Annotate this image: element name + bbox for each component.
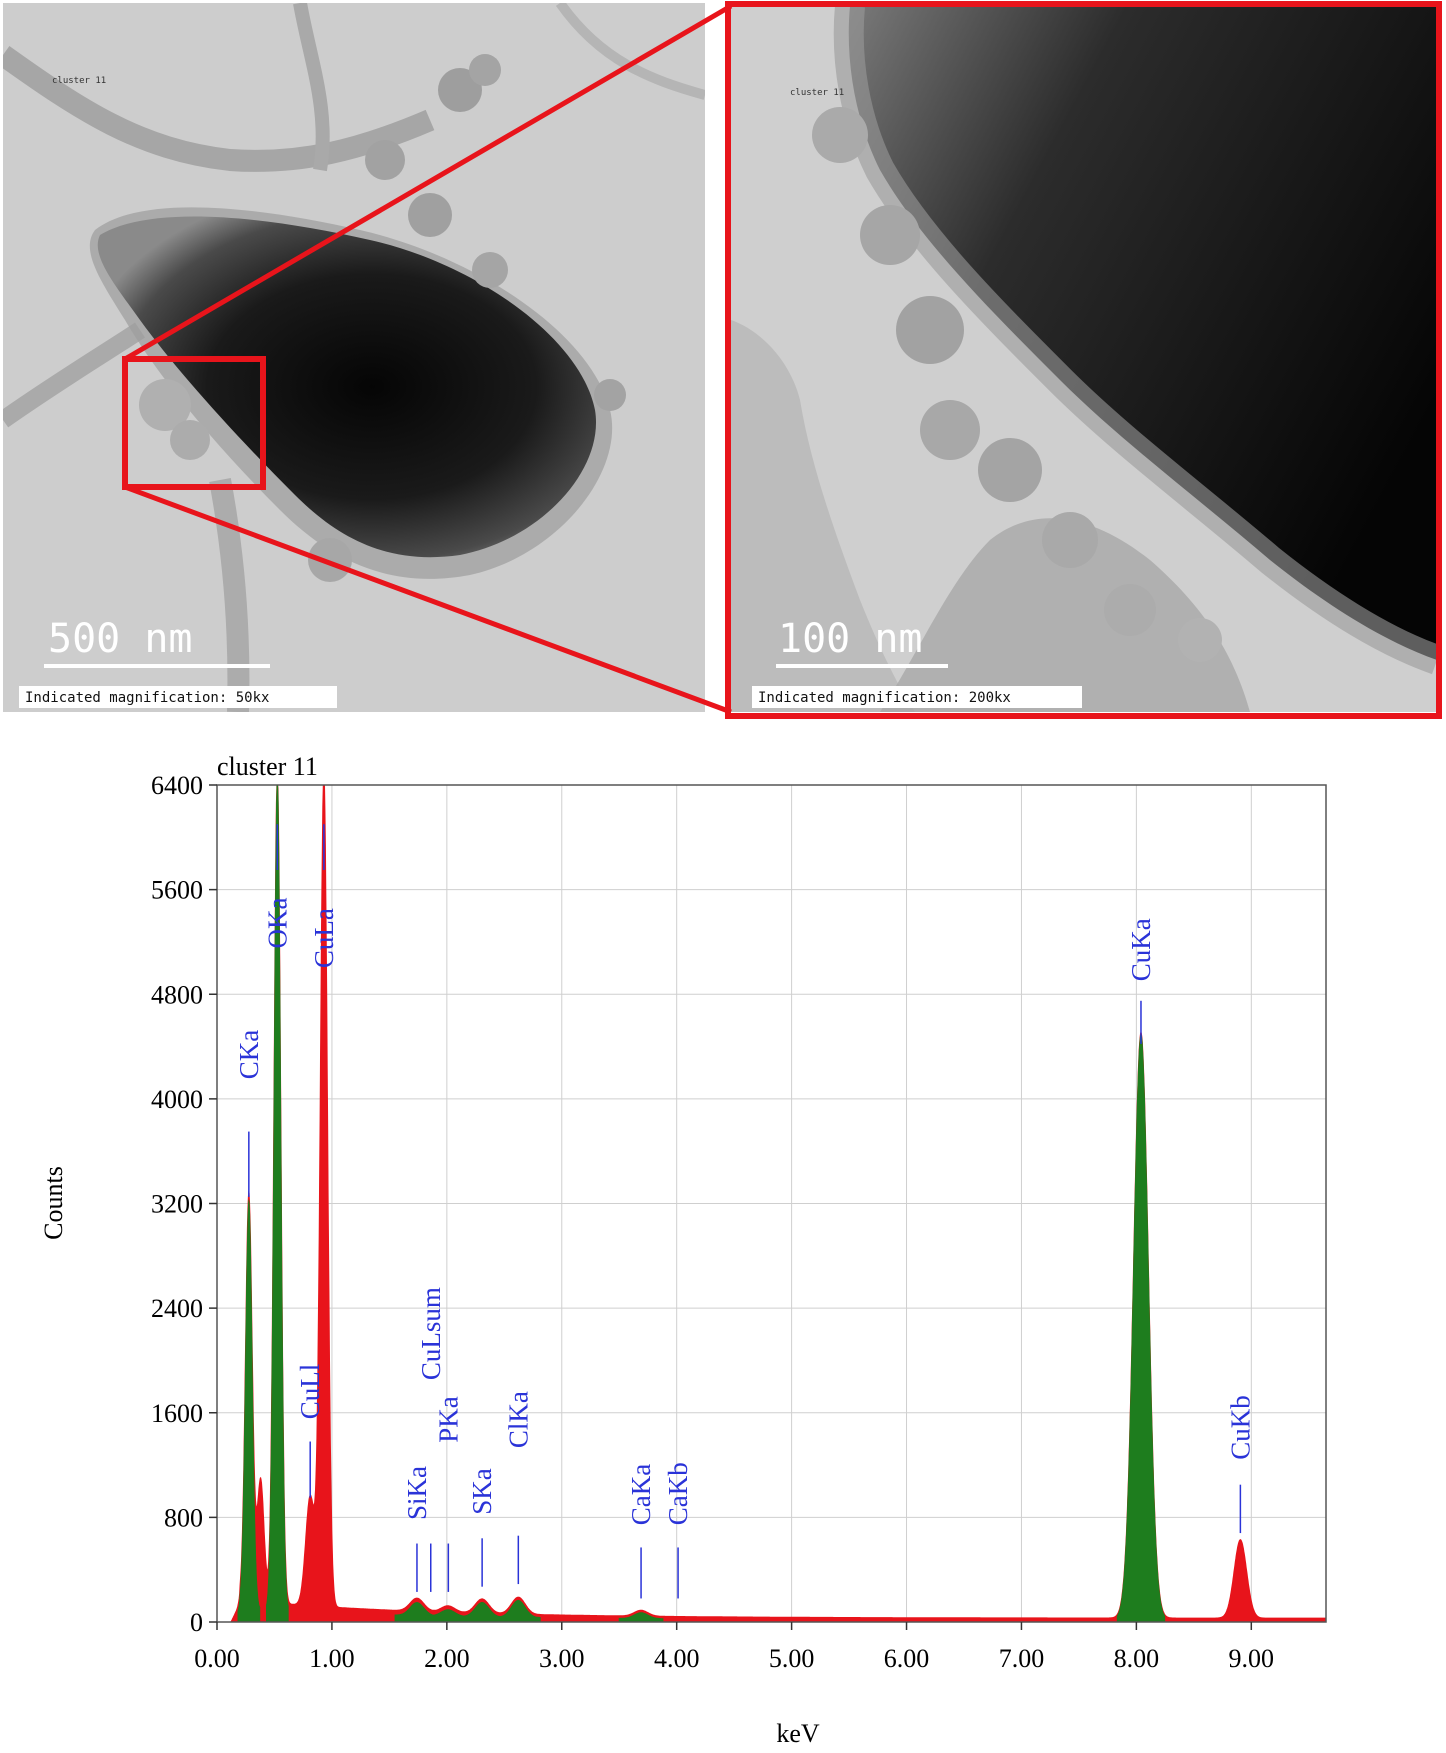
peak-label-SKa: SKa — [467, 1468, 497, 1515]
aggregate — [472, 252, 508, 288]
magnification-left-box — [19, 686, 337, 708]
y-tick-label: 5600 — [151, 876, 203, 905]
y-tick-label: 4800 — [151, 980, 203, 1009]
y-tick-label: 4000 — [151, 1085, 203, 1114]
chart-title: cluster 11 — [217, 752, 318, 781]
zoom-frame — [725, 1, 1442, 719]
x-tick-label: 9.00 — [1229, 1644, 1275, 1673]
y-tick-label: 0 — [190, 1608, 203, 1637]
x-tick-label: 7.00 — [999, 1644, 1045, 1673]
aggregate — [1042, 512, 1098, 568]
element-peak-Cl — [496, 1599, 541, 1623]
peak-label-CaKb: CaKb — [663, 1462, 693, 1525]
element-peak-C — [237, 1199, 261, 1623]
peak-label-CuLl: CuLl — [295, 1364, 325, 1420]
x-tick-label: 1.00 — [309, 1644, 355, 1673]
peak-label-CKa: CKa — [234, 1030, 264, 1080]
aggregate — [920, 400, 980, 460]
y-tick-label: 1600 — [151, 1399, 203, 1428]
peak-label-CuKa: CuKa — [1126, 918, 1156, 981]
aggregate — [978, 438, 1042, 502]
zoom-line-bottom — [124, 484, 732, 715]
y-axis-label: Counts — [39, 1166, 68, 1240]
support-film-strand — [3, 46, 435, 172]
x-tick-label: 6.00 — [884, 1644, 930, 1673]
x-tick-label: 5.00 — [769, 1644, 815, 1673]
x-tick-label: 3.00 — [539, 1644, 585, 1673]
aggregate — [308, 538, 352, 582]
y-tick-label: 3200 — [151, 1190, 203, 1219]
magnification-left-label: Indicated magnification: 50kx — [25, 690, 269, 706]
aggregate — [170, 420, 210, 460]
zoom-line-top — [123, 3, 733, 362]
zoom-indicator — [122, 1, 1442, 719]
magnification-right-box — [752, 686, 1082, 708]
peak-label-CuLsum: CuLsum — [416, 1287, 446, 1380]
aggregate — [1104, 584, 1156, 636]
micrograph-right: cluster 11 100 nm Indicated magnificatio… — [731, 6, 1437, 712]
aggregate — [408, 193, 452, 237]
peak-label-PKa: PKa — [433, 1396, 463, 1443]
scale-bar-right — [776, 664, 948, 668]
aggregate — [896, 296, 964, 364]
particle-edge — [848, 6, 1437, 660]
x-tick-label: 0.00 — [194, 1644, 240, 1673]
aggregate — [469, 54, 501, 86]
peak-label-SiKa: SiKa — [402, 1466, 432, 1520]
support-film-strand — [3, 322, 145, 428]
x-axis-label: keV — [776, 1719, 820, 1748]
scale-bar-left-label: 500 nm — [48, 616, 193, 662]
x-tick-label: 8.00 — [1114, 1644, 1160, 1673]
scale-bar-right-label: 100 nm — [778, 616, 923, 662]
support-film-strand — [293, 3, 330, 172]
micrograph-left-sample-label: cluster 11 — [52, 76, 106, 86]
aggregate — [139, 379, 191, 431]
aggregate — [438, 68, 482, 112]
micrograph-right-sample-label: cluster 11 — [790, 88, 844, 98]
support-film-strand — [209, 477, 250, 712]
aggregate — [1178, 618, 1222, 662]
element-peak-S — [459, 1602, 505, 1623]
magnification-right-label: Indicated magnification: 200kx — [758, 690, 1011, 706]
y-tick-label: 6400 — [151, 771, 203, 800]
zoom-region-box — [122, 356, 266, 490]
aggregate — [812, 107, 868, 163]
aggregate — [365, 140, 405, 180]
element-peak-Ca — [618, 1612, 664, 1623]
support-film — [731, 320, 915, 712]
y-tick-label: 800 — [164, 1503, 203, 1532]
spectrum — [228, 784, 1327, 1623]
x-tick-label: 4.00 — [654, 1644, 700, 1673]
scale-bar-left — [44, 664, 270, 668]
peak-label-ClKa: ClKa — [503, 1391, 533, 1448]
peak-label-CuLa: CuLa — [309, 908, 339, 968]
aggregate — [860, 205, 920, 265]
aggregate — [594, 379, 626, 411]
y-tick-label: 2400 — [151, 1294, 203, 1323]
peak-label-OKa: OKa — [262, 898, 292, 949]
element-peak-Cu — [1116, 1032, 1166, 1623]
x-tick-label: 2.00 — [424, 1644, 470, 1673]
x-axis-ticks: 0.00 1.00 2.00 3.00 4.00 5.00 6.00 7.00 8.00 9.00 — [194, 1622, 1274, 1673]
eds-spectrum-chart: 0.00 1.00 2.00 3.00 4.00 5.00 6.00 7.00 8.00 9.00… — [39, 752, 1327, 1748]
gridlines — [217, 784, 1326, 1622]
peak-label-CaKa: CaKa — [626, 1464, 656, 1525]
peak-label-CuKb: CuKb — [1225, 1395, 1255, 1460]
y-axis-ticks: 0 800 1600 2400 3200 4000 4800 5600 6400 — [151, 771, 217, 1637]
aggregate-region — [880, 518, 1250, 712]
micrograph-left: cluster 11 500 nm Indicated magnificatio… — [3, 3, 705, 712]
